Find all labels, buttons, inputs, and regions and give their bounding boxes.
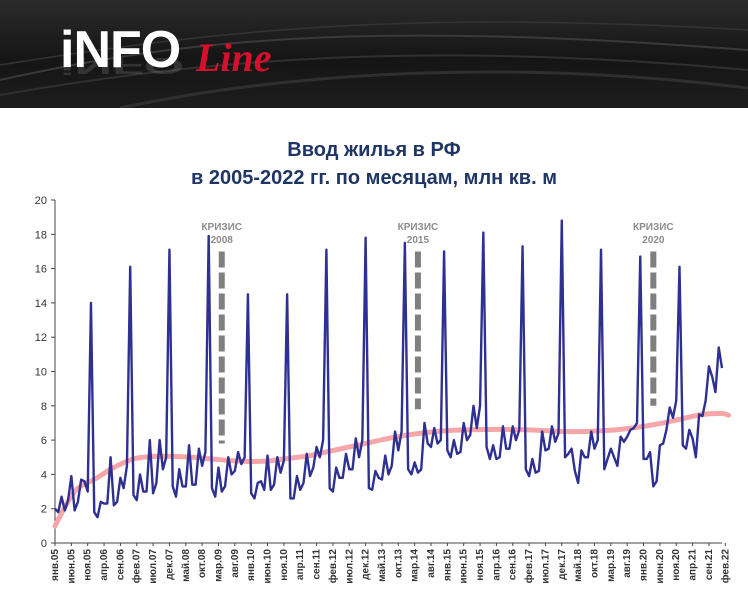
x-tick-label: ноя.10 bbox=[279, 549, 290, 581]
y-tick-label: 14 bbox=[35, 298, 47, 310]
y-tick-label: 18 bbox=[35, 229, 47, 241]
chart-title: Ввод жилья в РФ в 2005-2022 гг. по месяц… bbox=[0, 136, 748, 192]
x-tick-label: июн.20 bbox=[655, 549, 666, 584]
x-tick-label: сен.11 bbox=[312, 549, 323, 580]
x-tick-label: ноя.05 bbox=[83, 549, 94, 581]
logo-main-text: iNFO bbox=[60, 21, 181, 79]
y-tick-label: 8 bbox=[41, 401, 47, 413]
logo-script-text: Line bbox=[196, 35, 272, 80]
x-tick-label: сен.21 bbox=[704, 549, 715, 581]
x-tick-label: окт.13 bbox=[393, 549, 404, 578]
crisis-label-2008: КРИЗИС bbox=[201, 222, 242, 233]
x-tick-label: ноя.15 bbox=[475, 549, 486, 581]
x-tick-label: дек.07 bbox=[164, 549, 175, 580]
x-tick-label: авг.09 bbox=[230, 549, 241, 578]
crisis-year-2008: 2008 bbox=[211, 235, 234, 246]
x-tick-label: фев.07 bbox=[131, 549, 143, 584]
x-tick-label: апр.21 bbox=[688, 549, 699, 581]
chart-title-line1: Ввод жилья в РФ bbox=[287, 139, 461, 161]
x-tick-label: июн.05 bbox=[66, 549, 77, 584]
x-tick-label: май.18 bbox=[573, 549, 584, 582]
x-tick-label: апр.11 bbox=[295, 549, 306, 580]
housing-chart: 0 2 4 6 8 10 12 14 16 18 20 янв.05 июн.05 ноя.05 апр.0… bbox=[35, 195, 732, 584]
chart-title-line2: в 2005-2022 гг. по месяцам, млн кв. м bbox=[190, 167, 558, 189]
logo-reflection: iNFO bbox=[60, 52, 185, 79]
y-tick-label: 16 bbox=[35, 264, 47, 276]
y-tick-label: 6 bbox=[41, 435, 47, 447]
y-tick-label: 0 bbox=[41, 538, 47, 550]
x-tick-label: окт.08 bbox=[197, 549, 208, 578]
y-tick-label: 2 bbox=[41, 504, 47, 516]
x-tick-label: сен.06 bbox=[115, 549, 126, 581]
crisis-year-2020: 2020 bbox=[642, 235, 665, 246]
y-tick-label: 10 bbox=[35, 367, 47, 379]
x-tick-label: дек.17 bbox=[557, 549, 568, 580]
y-tick-label: 12 bbox=[35, 332, 47, 344]
x-tick-label: фев.17 bbox=[523, 549, 535, 584]
x-tick-label: апр.16 bbox=[491, 549, 502, 581]
x-tick-label: авг.14 bbox=[426, 549, 437, 578]
x-tick-label: янв.05 bbox=[50, 549, 61, 581]
crisis-label-2020: КРИЗИС bbox=[633, 222, 674, 233]
y-tick-label: 20 bbox=[35, 195, 47, 207]
y-tick-label: 4 bbox=[41, 469, 47, 481]
x-tick-label: дек.12 bbox=[361, 549, 372, 580]
header-banner: iNFO Line iNFO bbox=[0, 0, 748, 108]
x-tick-label: апр.06 bbox=[99, 549, 110, 581]
x-tick-label: мар.09 bbox=[213, 549, 224, 582]
x-tick-label: фев.12 bbox=[327, 549, 339, 584]
monthly-line bbox=[54, 219, 724, 519]
x-tick-label: сен.16 bbox=[508, 549, 519, 581]
x-tick-label: май.13 bbox=[377, 549, 388, 582]
x-tick-label: фев.22 bbox=[719, 549, 731, 584]
x-tick-label: июн.10 bbox=[263, 549, 274, 584]
x-tick-label: окт.18 bbox=[589, 549, 600, 578]
x-tick-label: ноя.20 bbox=[671, 549, 682, 581]
x-tick-label: июл.07 bbox=[148, 549, 159, 584]
x-tick-label: май.08 bbox=[181, 549, 192, 582]
x-tick-label: янв.10 bbox=[246, 549, 257, 581]
crisis-label-2015: КРИЗИС bbox=[398, 222, 439, 233]
x-tick-label: янв.15 bbox=[442, 549, 453, 581]
x-tick-label: мар.19 bbox=[606, 549, 617, 582]
x-tick-label: июл.12 bbox=[344, 549, 355, 584]
x-tick-label: мар.14 bbox=[410, 549, 421, 582]
header-swoosh-decoration bbox=[0, 21, 748, 108]
x-tick-label: июн.15 bbox=[459, 549, 470, 584]
x-tick-label: июл.17 bbox=[540, 549, 551, 584]
crisis-year-2015: 2015 bbox=[407, 235, 430, 246]
x-tick-label: авг.19 bbox=[622, 549, 633, 578]
x-tick-label: янв.20 bbox=[639, 549, 650, 581]
trend-line bbox=[52, 410, 732, 529]
